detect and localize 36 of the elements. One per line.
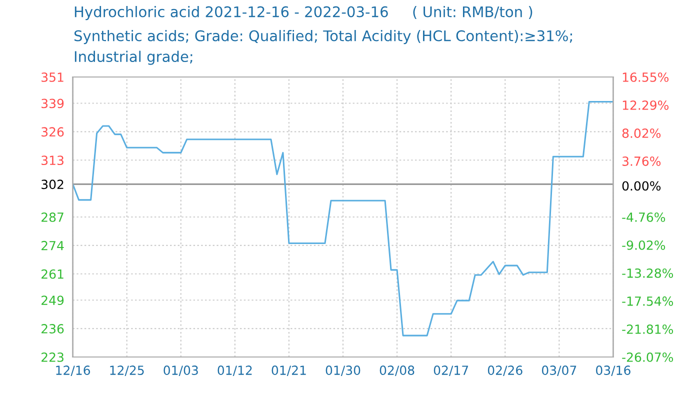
y2-tick-label: 16.55% — [622, 72, 669, 82]
y2-tick-label: -13.28% — [622, 268, 674, 278]
y2-tick-label: 3.76% — [622, 156, 661, 166]
y-tick-label: 326 — [42, 127, 64, 137]
x-tick-label: 01/03 — [164, 366, 198, 376]
x-tick-label: 12/16 — [56, 366, 90, 376]
line-series — [72, 100, 614, 336]
chart-subtitle: Synthetic acids; Grade: Qualified; Total Acidity (HCL Content):≥31%; Industrial grade; — [74, 30, 572, 65]
y-tick-label: 313 — [42, 156, 64, 166]
x-tick-label: 01/21 — [272, 366, 306, 376]
y-tick-label: 236 — [42, 324, 64, 334]
y2-tick-label: -26.07% — [622, 352, 674, 362]
y2-tick-label: 8.02% — [622, 128, 661, 138]
y2-tick-label: -4.76% — [622, 212, 666, 222]
y-tick-label: 261 — [42, 269, 64, 279]
y-tick-label: 351 — [42, 72, 64, 82]
x-tick-label: 02/26 — [488, 366, 522, 376]
y-tick-label: 302 — [42, 180, 64, 190]
y2-tick-label: 0.00% — [622, 181, 661, 191]
y-tick-label: 274 — [42, 240, 64, 250]
chart-title: Hydrochloric acid 2021-12-16 - 2022-03-16 ( Unit: RMB/ton ) — [74, 6, 532, 20]
x-tick-label: 03/07 — [542, 366, 576, 376]
y2-tick-label: -9.02% — [622, 240, 666, 250]
y-tick-label: 339 — [42, 98, 64, 108]
y-tick-label: 249 — [42, 296, 64, 306]
x-tick-label: 12/25 — [110, 366, 144, 376]
y2-tick-label: -21.81% — [622, 324, 674, 334]
x-tick-label: 01/12 — [218, 366, 252, 376]
x-tick-label: 02/08 — [380, 366, 414, 376]
y2-tick-label: 12.29% — [622, 100, 669, 110]
y-tick-label: 223 — [42, 352, 64, 362]
y-tick-label: 287 — [42, 212, 64, 222]
x-tick-label: 03/16 — [596, 366, 630, 376]
x-tick-label: 02/17 — [434, 366, 468, 376]
x-tick-label: 01/30 — [326, 366, 360, 376]
y2-tick-label: -17.54% — [622, 296, 674, 306]
